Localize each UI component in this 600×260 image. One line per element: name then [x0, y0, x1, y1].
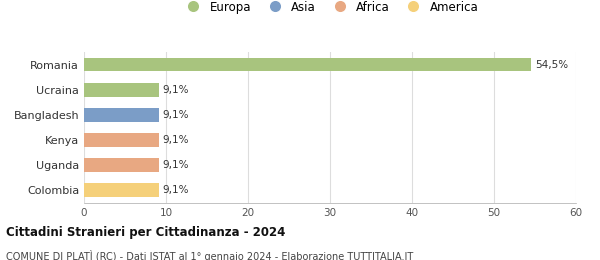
Text: 54,5%: 54,5% [535, 60, 568, 70]
Bar [84, 158, 158, 172]
Text: 9,1%: 9,1% [163, 185, 189, 195]
Text: 9,1%: 9,1% [163, 85, 189, 95]
Text: 9,1%: 9,1% [163, 110, 189, 120]
Text: Cittadini Stranieri per Cittadinanza - 2024: Cittadini Stranieri per Cittadinanza - 2… [6, 226, 286, 239]
Bar [84, 58, 531, 72]
Legend: Europa, Asia, Africa, America: Europa, Asia, Africa, America [181, 1, 479, 14]
Text: COMUNE DI PLATÌ (RC) - Dati ISTAT al 1° gennaio 2024 - Elaborazione TUTTITALIA.I: COMUNE DI PLATÌ (RC) - Dati ISTAT al 1° … [6, 250, 413, 260]
Text: 9,1%: 9,1% [163, 135, 189, 145]
Bar [84, 108, 158, 122]
Text: 9,1%: 9,1% [163, 160, 189, 170]
Bar [84, 183, 158, 197]
Bar [84, 83, 158, 97]
Bar [84, 133, 158, 147]
